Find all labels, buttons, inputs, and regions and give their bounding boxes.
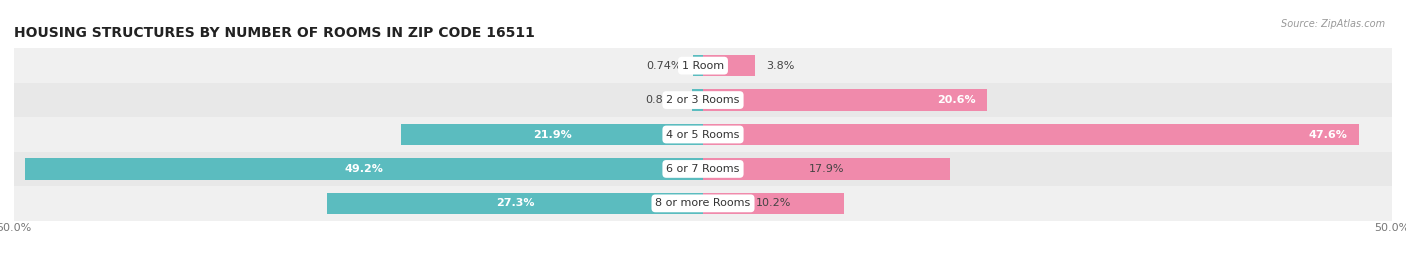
Bar [693,55,703,76]
Bar [703,158,949,180]
Text: 8 or more Rooms: 8 or more Rooms [655,198,751,208]
Text: Source: ZipAtlas.com: Source: ZipAtlas.com [1281,19,1385,29]
Text: 6 or 7 Rooms: 6 or 7 Rooms [666,164,740,174]
Text: 21.9%: 21.9% [533,129,571,140]
Bar [692,89,703,111]
Bar [25,158,703,180]
Bar [14,186,1392,221]
Text: 17.9%: 17.9% [808,164,844,174]
Text: 49.2%: 49.2% [344,164,384,174]
Text: HOUSING STRUCTURES BY NUMBER OF ROOMS IN ZIP CODE 16511: HOUSING STRUCTURES BY NUMBER OF ROOMS IN… [14,26,534,40]
Bar [703,89,987,111]
Bar [703,55,755,76]
Bar [326,193,703,214]
Bar [14,48,1392,83]
Bar [703,124,1358,145]
Text: 0.74%: 0.74% [647,61,682,71]
Bar [401,124,703,145]
Bar [14,83,1392,117]
Bar [14,117,1392,152]
Bar [14,152,1392,186]
Text: 10.2%: 10.2% [755,198,792,208]
Bar [703,193,844,214]
Text: 2 or 3 Rooms: 2 or 3 Rooms [666,95,740,105]
Text: 1 Room: 1 Room [682,61,724,71]
Text: 4 or 5 Rooms: 4 or 5 Rooms [666,129,740,140]
Text: 3.8%: 3.8% [766,61,794,71]
Text: 20.6%: 20.6% [938,95,976,105]
Text: 47.6%: 47.6% [1309,129,1348,140]
Text: 27.3%: 27.3% [496,198,534,208]
Text: 0.81%: 0.81% [645,95,681,105]
